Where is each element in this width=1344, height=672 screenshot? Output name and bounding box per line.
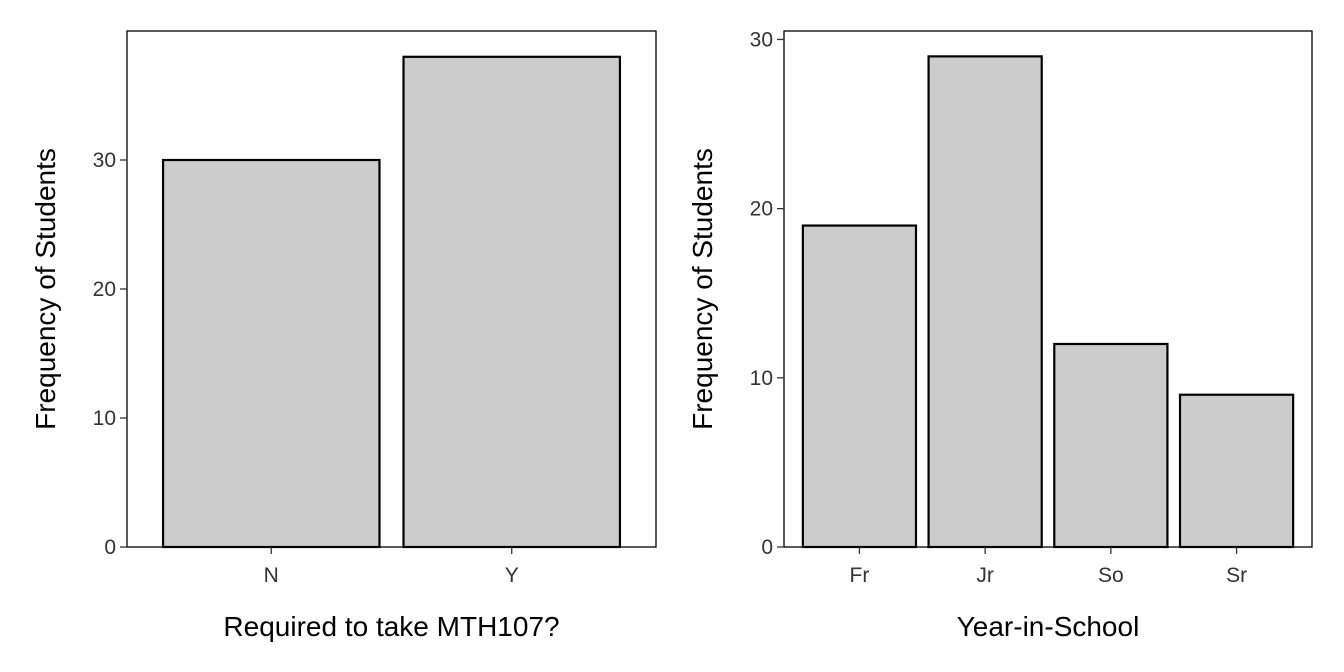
bar-Jr: [927, 55, 1043, 549]
x-tick-label: Jr: [976, 564, 994, 587]
bar-Y: [402, 55, 622, 549]
y-tick-label: 0: [104, 536, 116, 559]
panel-border: [783, 30, 1313, 548]
y-tick-label: 30: [750, 28, 773, 51]
chart-panel-1: 0 10 20 30 N Y Required to take MTH107? Frequen…: [30, 30, 657, 642]
x-tick-label: Fr: [850, 564, 870, 587]
y-tick-label: 20: [750, 198, 773, 221]
y-tick-label: 20: [93, 278, 116, 301]
x-tick-label: Sr: [1226, 564, 1247, 587]
y-tick-label: 10: [93, 407, 116, 430]
x-tick-label: N: [264, 564, 279, 587]
x-tick-label: Y: [505, 564, 519, 587]
x-axis-title: Year-in-School: [957, 611, 1140, 642]
y-tick-label: 30: [93, 149, 116, 172]
y-axis-title: Frequency of Students: [30, 148, 61, 430]
x-tick-label: So: [1098, 564, 1124, 587]
y-axis-title: Frequency of Students: [687, 148, 718, 430]
bar-So: [1053, 342, 1169, 549]
x-axis-title: Required to take MTH107?: [223, 611, 559, 642]
bar-Sr: [1178, 393, 1295, 549]
bar-N: [161, 158, 381, 549]
y-tick-label: 0: [761, 536, 773, 559]
chart-panel-2: 0 10 20 30 Fr Jr So Sr Year-in-School Frequency o…: [687, 28, 1313, 642]
bar-Fr: [801, 224, 918, 549]
y-tick-label: 10: [750, 367, 773, 390]
